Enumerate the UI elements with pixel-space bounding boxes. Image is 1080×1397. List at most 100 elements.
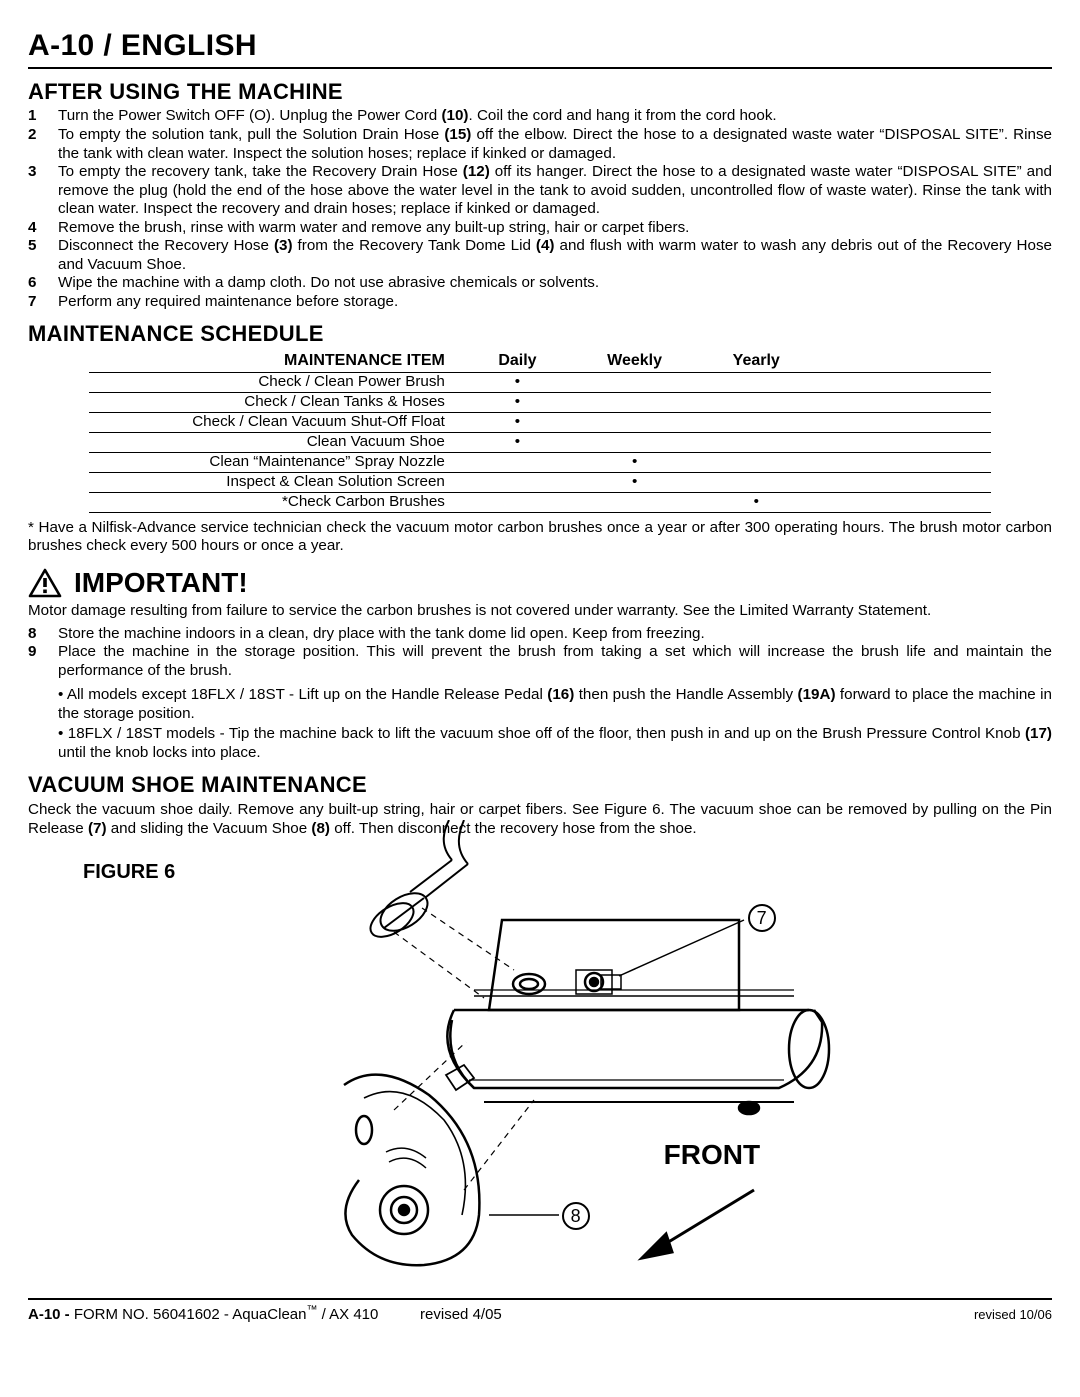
cell-daily	[459, 472, 576, 492]
table-row: Check / Clean Power Brush•	[89, 372, 990, 392]
list-text: Perform any required maintenance before …	[58, 293, 1052, 312]
cell-daily	[459, 492, 576, 512]
figure-6-drawing	[334, 820, 894, 1290]
cell-weekly: •	[576, 472, 693, 492]
list-number: 9	[28, 643, 58, 662]
callout-7: 7	[748, 904, 776, 932]
section-maintenance-schedule-title: MAINTENANCE SCHEDULE	[28, 321, 1052, 348]
cell-yearly	[693, 372, 819, 392]
list-number: 1	[28, 107, 58, 126]
table-row: Clean Vacuum Shoe•	[89, 432, 990, 452]
footer-revised-right: revised 10/06	[974, 1307, 1052, 1323]
cell-item: Check / Clean Tanks & Hoses	[89, 392, 458, 412]
col-header-weekly: Weekly	[576, 350, 693, 372]
cell-spacer	[819, 412, 990, 432]
front-label: FRONT	[664, 1138, 760, 1172]
cell-item: Check / Clean Power Brush	[89, 372, 458, 392]
cell-spacer	[819, 492, 990, 512]
list-item: 2To empty the solution tank, pull the So…	[28, 126, 1052, 163]
list-text: Disconnect the Recovery Hose (3) from th…	[58, 237, 1052, 274]
cell-daily	[459, 452, 576, 472]
callout-8: 8	[562, 1202, 590, 1230]
list-text: To empty the recovery tank, take the Rec…	[58, 163, 1052, 219]
list-text: Store the machine indoors in a clean, dr…	[58, 625, 1052, 644]
cell-yearly	[693, 472, 819, 492]
cell-yearly: •	[693, 492, 819, 512]
cell-spacer	[819, 452, 990, 472]
list-number: 6	[28, 274, 58, 293]
cell-item: Clean Vacuum Shoe	[89, 432, 458, 452]
col-header-spacer	[819, 350, 990, 372]
list-item: 6Wipe the machine with a damp cloth. Do …	[28, 274, 1052, 293]
page-header: A-10 / ENGLISH	[28, 28, 1052, 69]
cell-spacer	[819, 432, 990, 452]
section-after-using-title: AFTER USING THE MACHINE	[28, 79, 1052, 106]
list-item: 7Perform any required maintenance before…	[28, 293, 1052, 312]
cell-weekly	[576, 372, 693, 392]
cell-weekly	[576, 492, 693, 512]
col-header-yearly: Yearly	[693, 350, 819, 372]
table-row: Clean “Maintenance” Spray Nozzle •	[89, 452, 990, 472]
footer-form-no: FORM NO. 56041602 - AquaClean	[74, 1306, 307, 1323]
list-text: Place the machine in the storage positio…	[58, 643, 1052, 680]
section-vacuum-shoe-title: VACUUM SHOE MAINTENANCE	[28, 772, 1052, 799]
cell-daily: •	[459, 372, 576, 392]
table-row: *Check Carbon Brushes•	[89, 492, 990, 512]
list-text: Wipe the machine with a damp cloth. Do n…	[58, 274, 1052, 293]
important-list: 8Store the machine indoors in a clean, d…	[28, 625, 1052, 681]
list-text: Turn the Power Switch OFF (O). Unplug th…	[58, 107, 1052, 126]
figure-6: 7 8 FRONT	[334, 820, 894, 1290]
cell-yearly	[693, 432, 819, 452]
list-text: Remove the brush, rinse with warm water …	[58, 219, 1052, 238]
cell-daily: •	[459, 392, 576, 412]
table-row: Inspect & Clean Solution Screen •	[89, 472, 990, 492]
cell-yearly	[693, 412, 819, 432]
cell-weekly	[576, 392, 693, 412]
cell-item: Clean “Maintenance” Spray Nozzle	[89, 452, 458, 472]
table-row: Check / Clean Vacuum Shut-Off Float•	[89, 412, 990, 432]
footer-tm: ™	[306, 1304, 317, 1316]
important-heading-text: IMPORTANT!	[74, 566, 248, 600]
col-header-item: MAINTENANCE ITEM	[89, 350, 458, 372]
figure-label: FIGURE 6	[83, 860, 175, 884]
table-row: Check / Clean Tanks & Hoses•	[89, 392, 990, 412]
list-text: To empty the solution tank, pull the Sol…	[58, 126, 1052, 163]
list-number: 4	[28, 219, 58, 238]
cell-spacer	[819, 392, 990, 412]
cell-weekly: •	[576, 452, 693, 472]
list-number: 8	[28, 625, 58, 644]
footer-left: A-10 - FORM NO. 56041602 - AquaClean™ / …	[28, 1304, 502, 1324]
after-using-list: 1Turn the Power Switch OFF (O). Unplug t…	[28, 107, 1052, 311]
list-item: 5Disconnect the Recovery Hose (3) from t…	[28, 237, 1052, 274]
list-number: 3	[28, 163, 58, 182]
warning-icon	[28, 568, 62, 598]
list-item: 4Remove the brush, rinse with warm water…	[28, 219, 1052, 238]
list-item: 1Turn the Power Switch OFF (O). Unplug t…	[28, 107, 1052, 126]
cell-spacer	[819, 472, 990, 492]
list-number: 2	[28, 126, 58, 145]
cell-yearly	[693, 392, 819, 412]
page-footer: A-10 - FORM NO. 56041602 - AquaClean™ / …	[28, 1298, 1052, 1324]
sub-bullet: • All models except 18FLX / 18ST - Lift …	[58, 686, 1052, 723]
list-item: 8Store the machine indoors in a clean, d…	[28, 625, 1052, 644]
cell-yearly	[693, 452, 819, 472]
cell-spacer	[819, 372, 990, 392]
list-item: 9Place the machine in the storage positi…	[28, 643, 1052, 680]
cell-weekly	[576, 412, 693, 432]
list-item: 3To empty the recovery tank, take the Re…	[28, 163, 1052, 219]
footer-page-ref: A-10 -	[28, 1306, 74, 1323]
footer-revised-mid: revised 4/05	[420, 1306, 502, 1323]
maintenance-footnote: * Have a Nilfisk-Advance service technic…	[28, 519, 1052, 556]
list-number: 5	[28, 237, 58, 256]
cell-weekly	[576, 432, 693, 452]
important-heading: IMPORTANT!	[28, 566, 1052, 600]
footer-model: / AX 410	[317, 1306, 378, 1323]
cell-item: Inspect & Clean Solution Screen	[89, 472, 458, 492]
cell-daily: •	[459, 412, 576, 432]
col-header-daily: Daily	[459, 350, 576, 372]
sub-bullet: • 18FLX / 18ST models - Tip the machine …	[58, 725, 1052, 762]
cell-item: Check / Clean Vacuum Shut-Off Float	[89, 412, 458, 432]
cell-daily: •	[459, 432, 576, 452]
important-text: Motor damage resulting from failure to s…	[28, 602, 1052, 621]
maintenance-table: MAINTENANCE ITEM Daily Weekly Yearly Che…	[89, 350, 990, 513]
